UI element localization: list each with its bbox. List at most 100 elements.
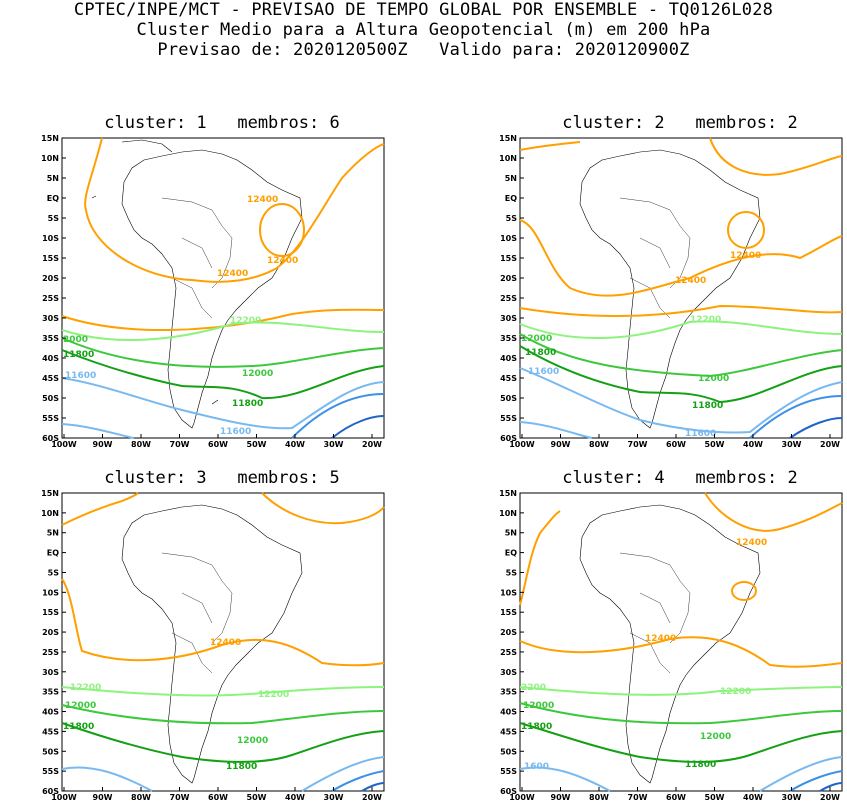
lat-tick-label: 60S — [500, 787, 517, 796]
contour-label: 11800 — [63, 350, 94, 360]
lat-tick-label: 45S — [500, 727, 517, 736]
lat-tick-label: 25S — [500, 648, 517, 657]
lat-tick-label: EQ — [47, 194, 59, 203]
lat-tick-label: EQ — [505, 194, 517, 203]
lon-tick-label: 70W — [628, 793, 648, 802]
lon-tick-label: 40W — [285, 793, 305, 802]
contour-label: 12400 — [645, 634, 676, 644]
lat-tick-label: 35S — [500, 688, 517, 697]
contour-label: 12000 — [237, 736, 268, 746]
lat-tick-label: 35S — [42, 334, 59, 343]
contour-label: 12000 — [700, 732, 731, 742]
axis-ticks-panel-4: 15N 10N 5N EQ 5S 10S 15S 20S 25S 30S 35S 40S 45S 50S 5… — [499, 489, 840, 802]
lon-tick-label: 60W — [666, 793, 686, 802]
south-america-coastline — [579, 504, 761, 784]
lat-tick-label: 55S — [42, 414, 59, 423]
lat-tick-label: 10N — [499, 509, 517, 518]
lon-tick-label: 40W — [743, 793, 763, 802]
contour-12400-south — [61, 308, 385, 331]
contour-11200 — [331, 415, 385, 439]
lon-tick-label: 50W — [705, 440, 725, 449]
lat-tick-label: 45S — [500, 374, 517, 383]
lat-tick-label: 45S — [42, 374, 59, 383]
contour-11400 — [291, 393, 385, 439]
contour-label: 11800 — [521, 722, 552, 732]
lat-tick-label: 60S — [42, 434, 59, 443]
lat-tick-label: 45S — [42, 727, 59, 736]
contour-label: 2200 — [521, 683, 546, 693]
lat-tick-label: 20S — [500, 274, 517, 283]
lon-tick-label: 100W — [51, 440, 77, 449]
lat-tick-label: 15S — [500, 608, 517, 617]
contour-label: 12400 — [675, 276, 706, 286]
lon-tick-label: 20W — [820, 440, 840, 449]
lat-tick-label: 25S — [42, 294, 59, 303]
panel-title-cluster-1: cluster: 1 membros: 6 — [104, 113, 340, 133]
lat-tick-label: 15S — [500, 254, 517, 263]
contour-labels: 12400 12400 12400 12200 2000 12000 11800… — [63, 195, 298, 437]
contour-label: 11800 — [685, 760, 716, 770]
lat-tick-label: 55S — [500, 767, 517, 776]
lon-tick-label: 30W — [782, 793, 802, 802]
lat-tick-label: 15S — [42, 254, 59, 263]
contour-11600 — [61, 377, 385, 430]
contour-lines — [519, 137, 843, 439]
lat-tick-label: 10S — [500, 234, 517, 243]
lat-tick-label: 10N — [41, 154, 59, 163]
lat-tick-label: 5N — [505, 174, 517, 183]
lon-tick-label: 100W — [509, 440, 535, 449]
lat-tick-label: 20S — [42, 274, 59, 283]
lat-tick-label: 10N — [41, 509, 59, 518]
contour-label: 12400 — [267, 256, 298, 266]
header-line-2: Cluster Medio para a Altura Geopotencial… — [136, 20, 711, 40]
contour-label: 12400 — [217, 269, 248, 279]
contour-labels: 12400 12400 2200 12200 12000 12000 11800… — [521, 538, 767, 772]
contour-label: 12000 — [65, 701, 96, 711]
contour-label: 12200 — [230, 316, 261, 326]
lat-tick-label: 20S — [500, 628, 517, 637]
contour-label: 11600 — [528, 367, 559, 377]
lat-tick-label: 60S — [42, 787, 59, 796]
lat-tick-label: 15N — [499, 134, 517, 143]
lon-tick-label: 50W — [247, 440, 267, 449]
panel-title-cluster-3: cluster: 3 membros: 5 — [104, 468, 340, 488]
lon-tick-label: 70W — [170, 440, 190, 449]
lon-tick-label: 80W — [131, 793, 151, 802]
lon-tick-label: 70W — [628, 440, 648, 449]
panel-title-cluster-4: cluster: 4 membros: 2 — [562, 468, 798, 488]
contour-label: 12200 — [720, 687, 751, 697]
contour-label: 12000 — [521, 334, 552, 344]
lat-tick-label: 25S — [500, 294, 517, 303]
lat-tick-label: 30S — [42, 668, 59, 677]
lat-tick-label: 15N — [41, 134, 59, 143]
contour-labels: 12400 12400 12200 12000 12000 11800 1180… — [521, 251, 761, 439]
lon-tick-label: 60W — [208, 440, 228, 449]
lat-tick-label: 5N — [47, 529, 59, 538]
contour-11800 — [61, 349, 385, 400]
lon-tick-label: 40W — [285, 440, 305, 449]
lon-tick-label: 90W — [93, 793, 113, 802]
contour-label: 12000 — [242, 369, 273, 379]
lat-tick-label: 20S — [42, 628, 59, 637]
lat-tick-label: 5S — [48, 214, 60, 223]
lon-tick-label: 80W — [131, 440, 151, 449]
lat-tick-label: 10S — [500, 588, 517, 597]
contour-label: 11800 — [226, 762, 257, 772]
figure-header: CPTEC/INPE/MCT - PREVISAO DE TEMPO GLOBA… — [0, 0, 847, 60]
contour-lines — [519, 492, 843, 792]
lon-tick-label: 80W — [589, 793, 609, 802]
lon-tick-label: 80W — [589, 440, 609, 449]
header-line-1: CPTEC/INPE/MCT - PREVISAO DE TEMPO GLOBA… — [73, 0, 774, 20]
lat-tick-label: 50S — [42, 747, 59, 756]
contour-label: 12000 — [523, 701, 554, 711]
lat-tick-label: 55S — [500, 414, 517, 423]
lon-tick-label: 20W — [362, 440, 382, 449]
lat-tick-label: 40S — [42, 354, 59, 363]
lat-tick-label: 40S — [500, 354, 517, 363]
contour-label: 11600 — [685, 429, 716, 439]
axis-ticks-panel-1: 15N 10N 5N EQ 5S 10S 15S 20S 25S 30S 35S 40S 45S 50S 5… — [41, 134, 382, 449]
contour-label: 11800 — [692, 401, 723, 411]
lat-tick-label: 15S — [42, 608, 59, 617]
